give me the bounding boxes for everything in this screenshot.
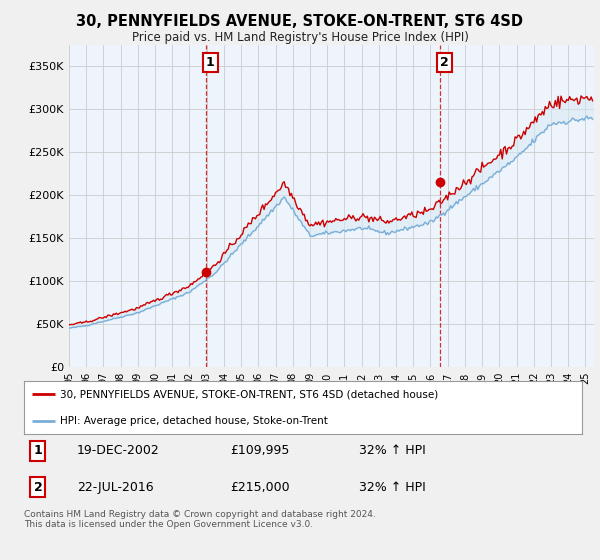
Text: HPI: Average price, detached house, Stoke-on-Trent: HPI: Average price, detached house, Stok… xyxy=(60,416,328,426)
Text: £215,000: £215,000 xyxy=(230,480,290,493)
Text: 32% ↑ HPI: 32% ↑ HPI xyxy=(359,445,425,458)
Text: 1: 1 xyxy=(206,56,215,69)
Text: 30, PENNYFIELDS AVENUE, STOKE-ON-TRENT, ST6 4SD: 30, PENNYFIELDS AVENUE, STOKE-ON-TRENT, … xyxy=(77,14,523,29)
Text: £109,995: £109,995 xyxy=(230,445,290,458)
Text: 19-DEC-2002: 19-DEC-2002 xyxy=(77,445,160,458)
Text: 1: 1 xyxy=(34,445,43,458)
Text: 32% ↑ HPI: 32% ↑ HPI xyxy=(359,480,425,493)
Text: 2: 2 xyxy=(440,56,449,69)
Text: Price paid vs. HM Land Registry's House Price Index (HPI): Price paid vs. HM Land Registry's House … xyxy=(131,31,469,44)
Text: 30, PENNYFIELDS AVENUE, STOKE-ON-TRENT, ST6 4SD (detached house): 30, PENNYFIELDS AVENUE, STOKE-ON-TRENT, … xyxy=(60,389,439,399)
Text: Contains HM Land Registry data © Crown copyright and database right 2024.
This d: Contains HM Land Registry data © Crown c… xyxy=(24,510,376,529)
Text: 22-JUL-2016: 22-JUL-2016 xyxy=(77,480,154,493)
Text: 2: 2 xyxy=(34,480,43,493)
